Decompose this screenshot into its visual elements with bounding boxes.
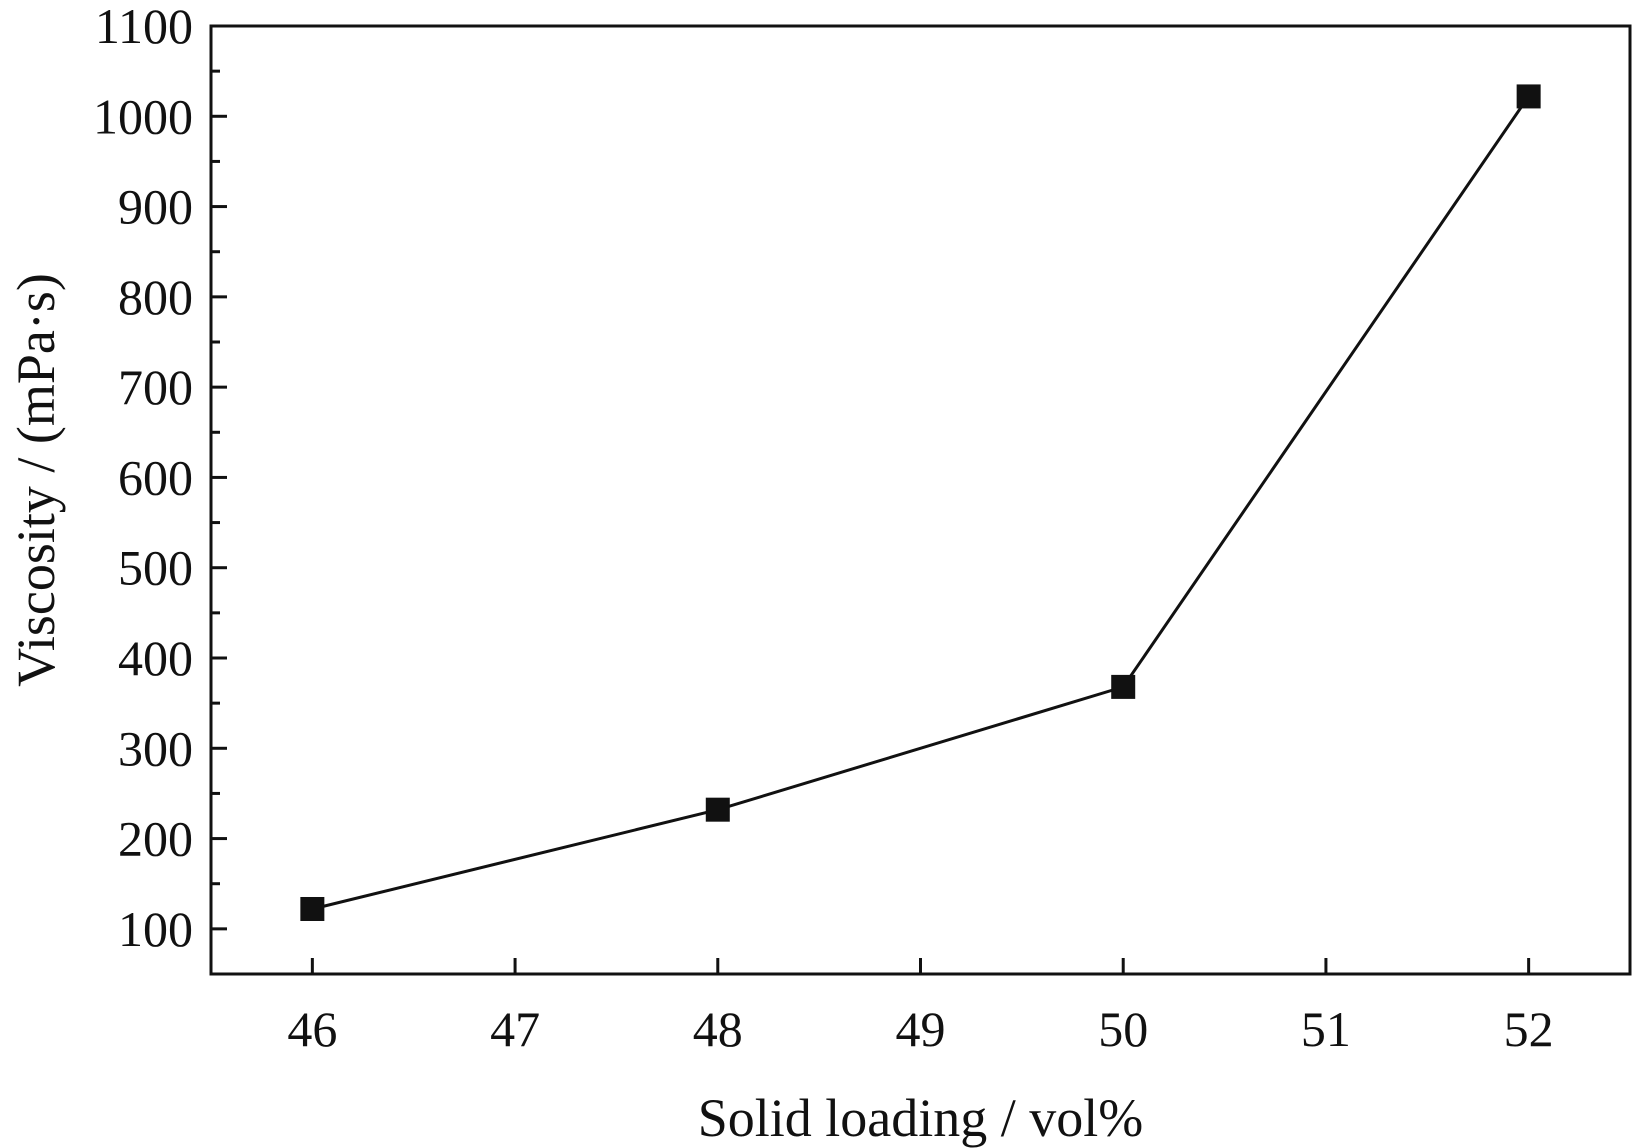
x-tick-label: 50 bbox=[1098, 1001, 1148, 1057]
y-tick-label: 1000 bbox=[93, 88, 193, 144]
x-tick-label: 49 bbox=[896, 1001, 946, 1057]
x-tick-label: 52 bbox=[1504, 1001, 1554, 1057]
y-tick-label: 300 bbox=[118, 720, 193, 776]
ticks-layer bbox=[211, 24, 1531, 976]
data-point-marker bbox=[300, 896, 325, 921]
x-tick-label: 46 bbox=[287, 1001, 337, 1057]
y-tick-label: 700 bbox=[118, 359, 193, 415]
labels-layer: 46 47 48 49 50 51 52 100 200 300 400 500 600 700 800 90… bbox=[93, 0, 1554, 1057]
x-axis-title: Solid loading / vol% bbox=[698, 1088, 1144, 1148]
plot-frame bbox=[209, 24, 1632, 976]
y-tick-label: 100 bbox=[118, 901, 193, 957]
x-tick-label: 47 bbox=[490, 1001, 540, 1057]
series-line bbox=[312, 95, 1530, 911]
series-layer bbox=[300, 84, 1541, 921]
y-tick-label: 600 bbox=[118, 449, 193, 505]
y-tick-label: 800 bbox=[118, 269, 193, 325]
y-tick-label: 200 bbox=[118, 811, 193, 867]
x-tick-label: 51 bbox=[1301, 1001, 1351, 1057]
x-tick-label: 48 bbox=[693, 1001, 743, 1057]
y-tick-label: 400 bbox=[118, 630, 193, 686]
y-tick-label: 500 bbox=[118, 540, 193, 596]
y-tick-label: 900 bbox=[118, 179, 193, 235]
data-point-marker bbox=[1516, 84, 1541, 109]
y-axis-title: Viscosity / (mPa·s) bbox=[6, 273, 66, 687]
y-tick-label: 1100 bbox=[95, 0, 193, 54]
data-point-marker bbox=[1111, 674, 1136, 699]
data-point-marker bbox=[705, 797, 730, 822]
